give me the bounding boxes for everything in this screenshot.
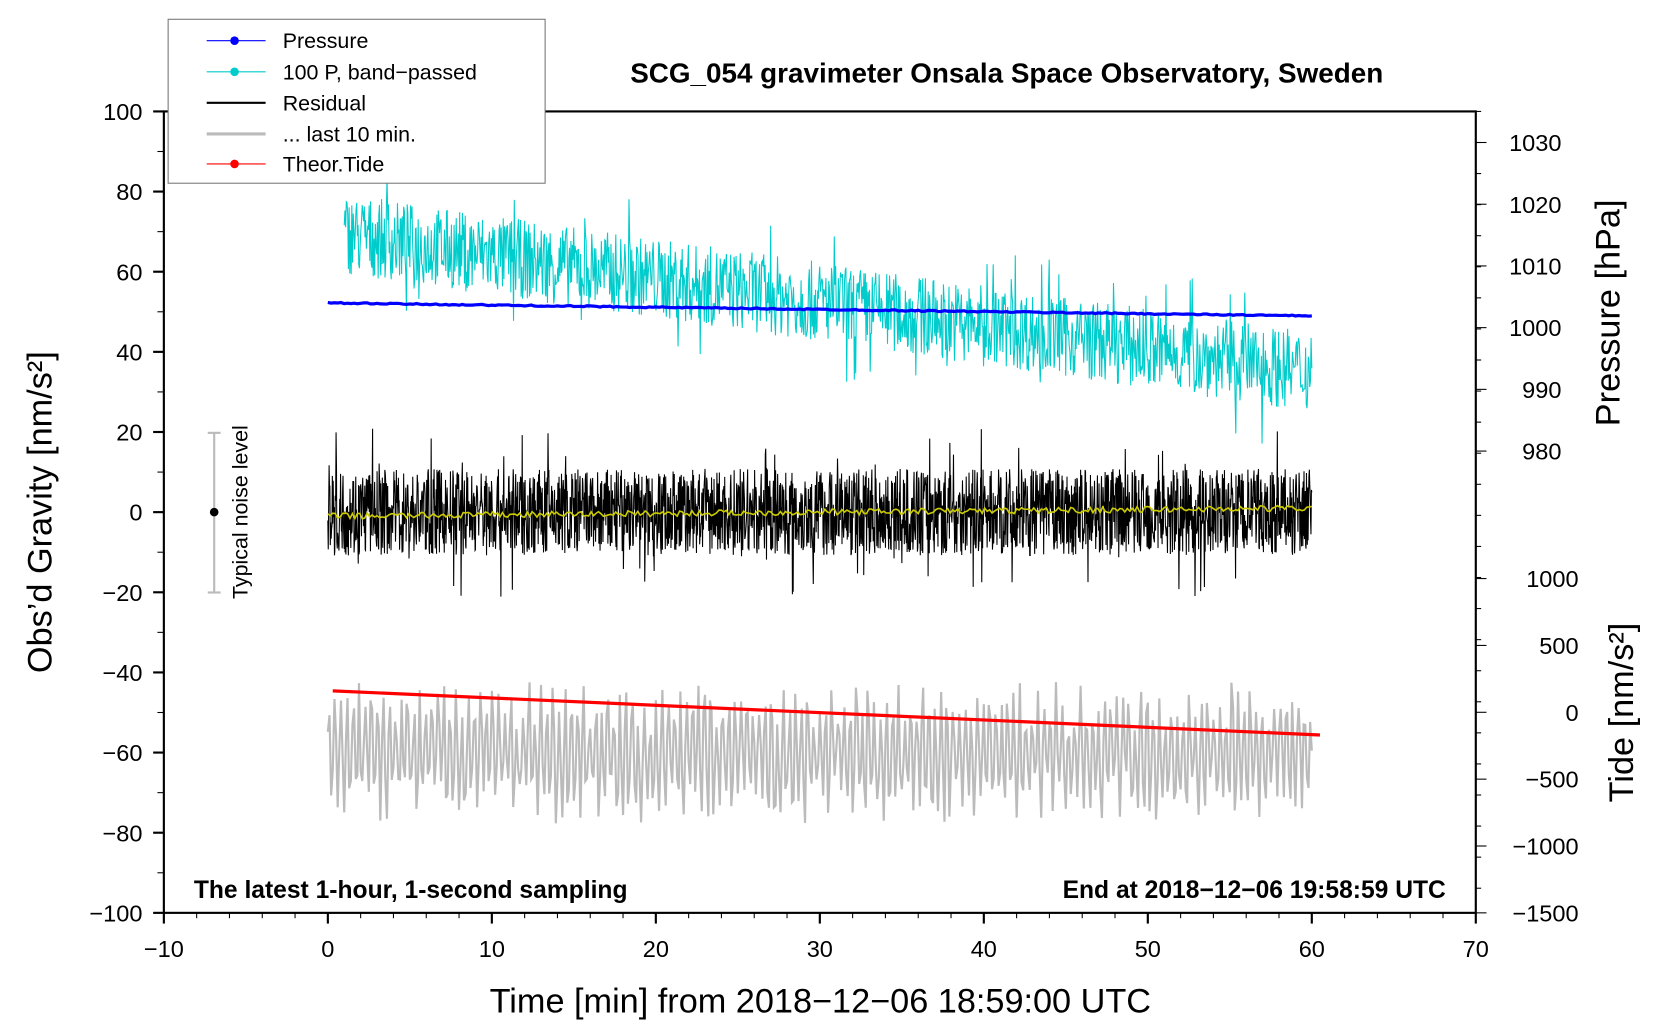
pressure-tick-label: 1010: [1509, 253, 1561, 279]
x-tick-label: 20: [643, 936, 669, 962]
x-tick-label: 50: [1135, 936, 1161, 962]
series-residual: [327, 428, 1313, 597]
x-tick-label: 60: [1299, 936, 1325, 962]
svg-text:Residual: Residual: [283, 91, 366, 115]
tide-tick-label: −1500: [1512, 900, 1578, 926]
series-pressure: [327, 300, 1312, 318]
x-axis-label: Time [min] from 2018−12−06 18:59:00 UTC: [490, 982, 1151, 1020]
noise-label: Typical noise level: [228, 425, 252, 599]
x-tick-label: 10: [479, 936, 505, 962]
annotation-right: End at 2018−12−06 19:58:59 UTC: [1063, 877, 1446, 904]
pressure-tick-label: 1020: [1509, 192, 1561, 218]
legend: Pressure 100 P, band−passed Residual ...…: [167, 18, 546, 184]
tide-tick-label: 1000: [1526, 566, 1578, 592]
tide-tick-label: 0: [1565, 700, 1578, 726]
y-tick-label: 100: [103, 99, 142, 125]
svg-text:100 P, band−passed: 100 P, band−passed: [283, 60, 477, 84]
series-last-10-min: [326, 682, 1313, 824]
x-tick-label: 0: [321, 936, 334, 962]
tide-tick-label: −1000: [1512, 834, 1578, 860]
series-layer: [326, 178, 1321, 824]
x-tick-label: 70: [1463, 936, 1489, 962]
x-tick-label: 40: [971, 936, 997, 962]
y-tick-label: 60: [116, 259, 142, 285]
series-pressure-bandpassed: [343, 178, 1313, 444]
annotation-left: The latest 1-hour, 1-second sampling: [194, 877, 628, 904]
svg-text:... last 10 min.: ... last 10 min.: [283, 122, 416, 146]
y-axis-label-tide: Tide [nm/s²]: [1603, 623, 1641, 803]
y-tick-label: −40: [102, 660, 142, 686]
x-tick-label: −10: [144, 936, 184, 962]
svg-text:Pressure: Pressure: [283, 29, 369, 53]
y-tick-label: −20: [102, 580, 142, 606]
chart-title: SCG_054 gravimeter Onsala Space Observat…: [630, 57, 1383, 88]
y-tick-label: 0: [129, 500, 142, 526]
y-tick-label: −100: [89, 900, 142, 926]
legend-residual: Residual: [206, 91, 366, 115]
legend-tide: Theor.Tide: [206, 152, 385, 176]
legend-bandpassed: 100 P, band−passed: [206, 60, 477, 84]
pressure-tick-label: 980: [1522, 439, 1561, 465]
noise-bar: Typical noise level: [207, 425, 252, 599]
series-theoretical-tide: [332, 689, 1321, 737]
pressure-tick-label: 990: [1522, 377, 1561, 403]
legend-last10: ... last 10 min.: [206, 122, 416, 146]
y-tick-label: 40: [116, 339, 142, 365]
y-axis-label-left: Obs’d Gravity [nm/s²]: [21, 351, 59, 673]
y-tick-label: 20: [116, 420, 142, 446]
series-residual-mean: [327, 504, 1312, 521]
axis-ticks: −10 0 10 20 30 40 50 60 70100806040200−20−40−60−…: [89, 99, 1578, 962]
svg-text:Theor.Tide: Theor.Tide: [283, 152, 385, 176]
y-axis-label-pressure: Pressure [hPa]: [1589, 200, 1627, 427]
pressure-tick-label: 1030: [1509, 130, 1561, 156]
y-tick-label: −80: [102, 820, 142, 846]
y-tick-label: −60: [102, 740, 142, 766]
tide-tick-label: 500: [1539, 633, 1578, 659]
pressure-tick-label: 1000: [1509, 315, 1561, 341]
x-tick-label: 30: [807, 936, 833, 962]
y-tick-label: 80: [116, 179, 142, 205]
legend-pressure: Pressure: [206, 29, 369, 53]
tide-tick-label: −500: [1526, 767, 1579, 793]
